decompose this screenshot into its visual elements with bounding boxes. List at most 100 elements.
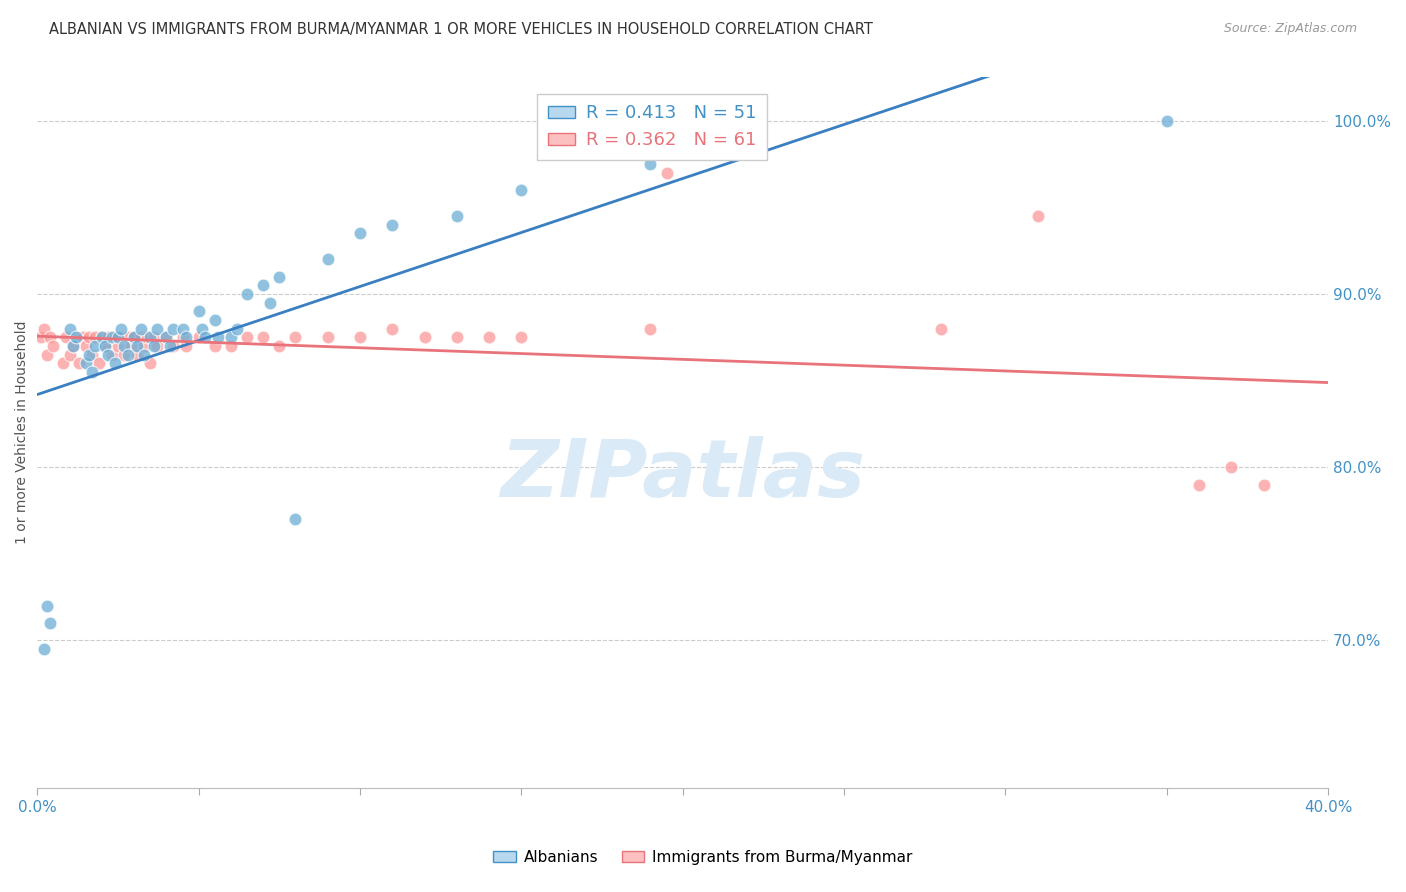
Point (187, 330, 209, 344)
Point (110, 330, 132, 344)
Point (104, 356, 127, 370)
Point (284, 330, 307, 344)
Point (269, 269, 291, 284)
Point (94, 339, 117, 353)
Point (139, 330, 162, 344)
Point (67, 356, 90, 370)
Point (72, 330, 94, 344)
Point (159, 339, 181, 353)
Point (1253, 477, 1275, 491)
Point (129, 330, 152, 344)
Point (35, 348, 58, 362)
Point (55, 330, 77, 344)
Point (316, 252, 339, 267)
Point (114, 339, 136, 353)
Point (194, 330, 217, 344)
Point (100, 330, 122, 344)
Point (349, 330, 371, 344)
Point (132, 348, 155, 362)
Point (510, 183, 533, 197)
Point (204, 339, 226, 353)
Point (172, 330, 194, 344)
Point (122, 330, 145, 344)
Point (107, 339, 129, 353)
Point (127, 339, 149, 353)
Point (446, 330, 468, 344)
Point (236, 330, 259, 344)
Point (117, 330, 139, 344)
Point (42, 339, 65, 353)
Point (65, 330, 87, 344)
Point (107, 330, 129, 344)
Point (32, 642, 55, 657)
Point (162, 321, 184, 335)
Point (252, 278, 274, 293)
Point (174, 330, 197, 344)
Point (142, 330, 165, 344)
Point (284, 512, 307, 526)
Point (110, 321, 132, 335)
Point (104, 330, 127, 344)
Point (97, 330, 120, 344)
Point (259, 295, 281, 310)
Point (100, 348, 122, 362)
Point (207, 330, 229, 344)
Point (929, 321, 952, 335)
Point (155, 330, 177, 344)
Y-axis label: 1 or more Vehicles in Household: 1 or more Vehicles in Household (15, 321, 30, 544)
Legend: R = 0.413   N = 51, R = 0.362   N = 61: R = 0.413 N = 51, R = 0.362 N = 61 (537, 94, 766, 161)
Point (1156, 113, 1178, 128)
Point (219, 339, 242, 353)
Point (62, 339, 84, 353)
Point (77, 330, 100, 344)
Point (84, 339, 107, 353)
Point (155, 330, 177, 344)
Point (97, 348, 120, 362)
Point (142, 339, 165, 353)
Text: ALBANIAN VS IMMIGRANTS FROM BURMA/MYANMAR 1 OR MORE VEHICLES IN HOUSEHOLD CORREL: ALBANIAN VS IMMIGRANTS FROM BURMA/MYANMA… (49, 22, 873, 37)
Point (204, 313, 226, 327)
Point (640, 321, 662, 335)
Point (510, 330, 533, 344)
Point (59, 321, 82, 335)
Point (94, 339, 117, 353)
Point (1188, 477, 1211, 491)
Point (84, 330, 107, 344)
Point (252, 330, 274, 344)
Point (35, 599, 58, 613)
Point (32, 321, 55, 335)
Point (219, 330, 242, 344)
Point (269, 339, 291, 353)
Point (139, 356, 162, 370)
Point (655, 166, 678, 180)
Text: ZIPatlas: ZIPatlas (501, 436, 865, 514)
Point (117, 348, 139, 362)
Point (90, 330, 112, 344)
Point (413, 330, 436, 344)
Point (30, 330, 52, 344)
Point (187, 304, 209, 318)
Point (75, 356, 97, 370)
Point (65, 330, 87, 344)
Point (349, 227, 371, 241)
Point (191, 321, 214, 335)
Point (132, 339, 155, 353)
Point (59, 348, 82, 362)
Point (87, 356, 110, 370)
Point (127, 348, 149, 362)
Point (640, 157, 662, 171)
Point (114, 348, 136, 362)
Legend: Albanians, Immigrants from Burma/Myanmar: Albanians, Immigrants from Burma/Myanmar (488, 844, 918, 871)
Point (1220, 460, 1243, 475)
Point (162, 339, 184, 353)
Point (77, 348, 100, 362)
Point (236, 287, 259, 301)
Point (478, 330, 501, 344)
Point (129, 321, 152, 335)
Point (52, 356, 75, 370)
Point (174, 339, 197, 353)
Point (145, 321, 167, 335)
Point (39, 616, 62, 631)
Point (172, 321, 194, 335)
Point (136, 330, 159, 344)
